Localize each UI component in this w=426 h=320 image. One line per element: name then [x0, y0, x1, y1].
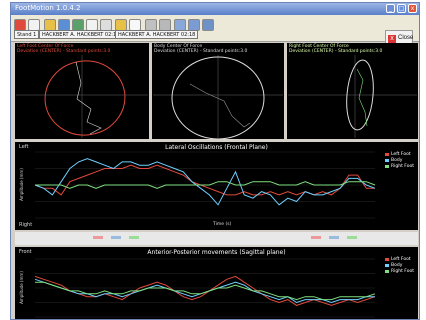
legend-swatch [385, 159, 389, 162]
series-line-left-foot [34, 275, 376, 306]
body-panel-subtitle: Deviation (CENTER) - Standard points:3.0 [154, 49, 248, 54]
lateral-chart-title: Lateral Oscillations (Frontal Plane) [165, 144, 268, 151]
body-panel: Body Center Of Force Deviation (CENTER) … [152, 43, 284, 139]
minimize-button[interactable]: _ [386, 4, 395, 13]
sagittal-chart-title: Anterior-Posterior movements (Sagittal p… [147, 249, 286, 256]
left-foot-ellipse-plot [16, 55, 148, 138]
series-line-left-foot [34, 164, 375, 196]
series-line-body [34, 158, 376, 206]
indicator-red-1 [93, 236, 103, 239]
app-window: FootMotion 1.0.4.2 _ □ x x Close Stand 1… [10, 2, 420, 320]
sagittal-plot [34, 258, 376, 318]
help-icon[interactable] [202, 19, 214, 31]
series-line-body [34, 278, 375, 304]
right-foot-panel-subtitle: Deviation (CENTER) - Standard points:3.0 [289, 49, 383, 54]
left-foot-panel-title: Left Foot Center Of Force [17, 44, 74, 49]
legend-swatch [385, 258, 389, 261]
left-foot-panel-subtitle: Deviation (CENTER) - Standard points:3.0 [17, 49, 111, 54]
legend-swatch [385, 153, 389, 156]
window-title: FootMotion 1.0.4.2 [15, 4, 81, 12]
values-strip [15, 232, 418, 245]
tab-session-1[interactable]: HACKBERT A. HACKBERT 02:17 [39, 30, 123, 39]
lateral-chart-panel: Left Lateral Oscillations (Frontal Plane… [15, 142, 418, 230]
indicator-blue-2 [329, 236, 339, 239]
indicator-green-2 [347, 236, 357, 239]
lateral-xlabel: Time (s) [213, 222, 232, 227]
indicator-red-2 [311, 236, 321, 239]
legend-label: Body [391, 263, 403, 268]
legend-label: Left Foot [391, 152, 411, 157]
body-ellipse-plot [153, 55, 283, 139]
legend-label: Left Foot [391, 257, 411, 262]
lateral-plot [34, 151, 376, 219]
tab-session-2[interactable]: HACKBERT A. HACKBERT 02:18 [115, 30, 199, 39]
indicator-green-1 [129, 236, 139, 239]
legend-label: Right Foot [391, 269, 414, 274]
sagittal-front-label: Front [19, 249, 32, 255]
legend-swatch [385, 264, 389, 267]
legend-swatch [385, 165, 389, 168]
indicator-blue-1 [111, 236, 121, 239]
sagittal-chart-panel: Front Anterior-Posterior movements (Sagi… [15, 247, 418, 319]
lateral-left-label: Left [19, 144, 29, 150]
maximize-button[interactable]: □ [397, 4, 406, 13]
right-foot-panel: Right Foot Center Of Force Deviation (CE… [287, 43, 418, 139]
title-bar: FootMotion 1.0.4.2 _ □ x [11, 3, 419, 15]
legend-label: Right Foot [391, 164, 414, 169]
left-foot-panel: Left Foot Center Of Force Deviation (CEN… [15, 43, 149, 139]
right-foot-panel-title: Right Foot Center Of Force [289, 44, 349, 49]
legend-label: Body [391, 158, 403, 163]
close-icon: x [388, 35, 396, 43]
window-close-button[interactable]: x [408, 4, 417, 13]
legend-swatch [385, 270, 389, 273]
series-line-right-foot [35, 281, 376, 301]
close-button-label: Close [398, 35, 414, 41]
lateral-right-label: Right [19, 222, 33, 228]
tab-stand[interactable]: Stand 1 [14, 30, 40, 39]
body-panel-title: Body Center Of Force [154, 44, 203, 49]
series-line-right-foot [35, 181, 376, 189]
right-foot-ellipse-plot [288, 55, 417, 138]
